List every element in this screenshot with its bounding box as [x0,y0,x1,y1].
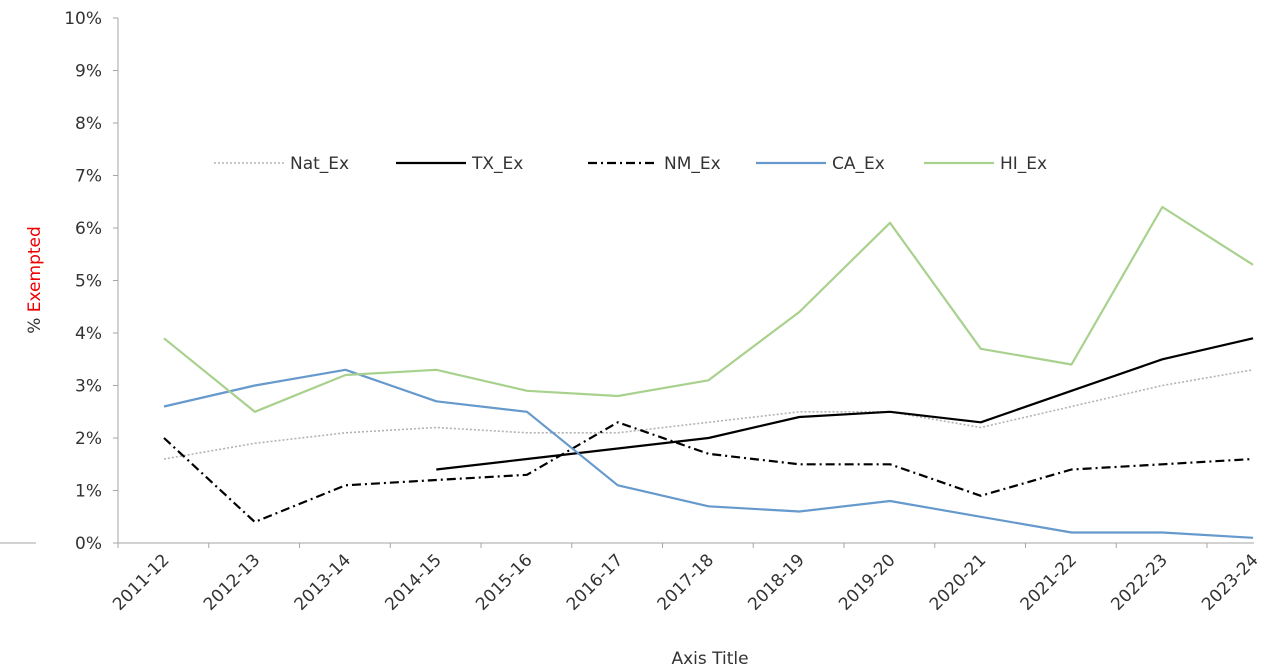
legend-label: Nat_Ex [290,154,349,174]
legend: Nat_Ex TX_Ex NM_Ex CA_Ex HI_Ex [214,154,1047,174]
x-tick-label: 2013-14 [291,550,355,614]
series-line-hi-ex [163,205,1254,413]
x-tick-label: 2020-21 [926,550,990,614]
x-tick-label: 2021-22 [1017,550,1081,614]
series-line-nm-ex [163,421,1254,524]
x-axis-ticks: 2011-12 2012-13 2013-14 2014-15 2015-16 2016-… [109,543,1263,615]
y-tick-label: 3% [75,377,102,397]
x-tick-label: 2022-23 [1107,550,1171,614]
x-tick-label: 2014-15 [381,550,445,614]
y-tick-label: 8% [75,114,102,134]
x-tick-label: 2015-16 [472,550,536,614]
x-tick-label: 2016-17 [563,550,627,614]
y-tick-label: 6% [75,219,102,239]
y-tick-label: 0% [75,534,102,554]
y-tick-label: 4% [75,324,102,344]
y-tick-label: 5% [75,272,102,292]
series-line-tx-ex [436,337,1254,471]
x-tick-label: 2012-13 [200,550,264,614]
series-lines [163,205,1254,539]
x-axis-title: Axis Title [671,649,748,669]
series-line-ca-ex [163,368,1254,539]
legend-label: NM_Ex [664,154,721,174]
x-tick-label: 2023-24 [1198,550,1262,614]
legend-label: TX_Ex [471,154,523,174]
axes [0,18,1254,544]
x-tick-label: 2018-19 [744,550,808,614]
y-tick-label: 10% [64,9,102,29]
y-tick-label: 1% [75,482,102,502]
y-axis-ticks: 0% 1% 2% 3% 4% 5% 6% 7% 8% 9% 10% [64,9,118,554]
y-tick-label: 2% [75,429,102,449]
y-tick-label: 9% [75,62,102,82]
legend-label: CA_Ex [832,154,885,174]
x-tick-label: 2011-12 [109,550,173,614]
y-axis-title: % Exempted [25,226,45,334]
y-tick-label: 7% [75,167,102,187]
y-axis-title-prefix: % [25,312,45,334]
y-axis-title-main: Exempted [25,226,45,312]
legend-label: HI_Ex [1000,154,1047,174]
x-tick-label: 2019-20 [835,550,899,614]
x-tick-label: 2017-18 [654,550,718,614]
